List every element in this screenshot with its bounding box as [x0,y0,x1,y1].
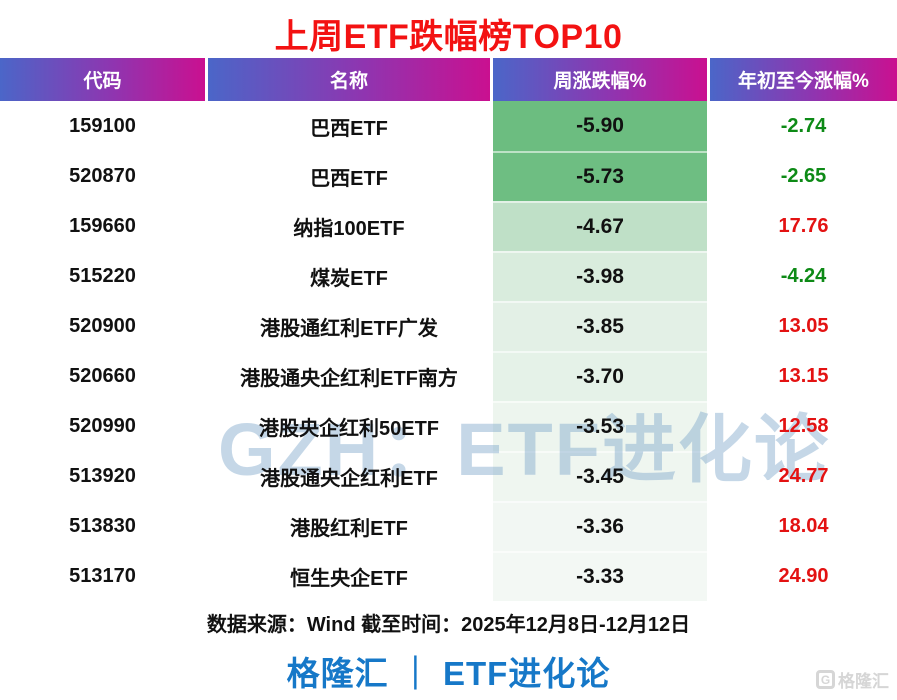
gelonghui-logo-text: 格隆汇 [838,672,889,691]
column-header-3: 年初至今涨幅% [710,58,897,101]
name-cell: 巴西ETF [310,117,388,140]
week-change-cell: -3.70 [493,351,707,401]
ytd-change-cell: 12.58 [778,414,829,437]
name-cell: 港股通央企红利ETF [260,467,438,490]
ytd-change-cell: 24.77 [778,464,829,487]
code-cell: 513920 [69,464,136,487]
data-source-note: 数据来源：Wind 截至时间：2025年12月8日-12月12日 [206,614,691,636]
code-cell: 513170 [69,564,136,587]
name-cell: 港股通央企红利ETF南方 [240,367,458,390]
gelonghui-g-icon: G [816,670,835,689]
table-row: 520870 巴西ETF -5.73 -2.65 [0,151,897,201]
table-row: 513170 恒生央企ETF -3.33 24.90 [0,551,897,601]
ytd-change-cell: 13.05 [778,314,829,337]
code-cell: 520870 [69,164,136,187]
column-header-0: 代码 [0,58,205,101]
table-body: 159100 巴西ETF -5.90 -2.74 520870 巴西ETF -5.73 -2.… [0,101,897,601]
table-row: 513920 港股通央企红利ETF -3.45 24.77 [0,451,897,501]
week-change-cell: -5.90 [493,101,707,151]
week-change-cell: -4.67 [493,201,707,251]
name-cell: 港股通红利ETF广发 [260,317,438,340]
table-row: 520900 港股通红利ETF广发 -3.85 13.05 [0,301,897,351]
week-change-cell: -3.33 [493,551,707,601]
ytd-change-cell: 18.04 [778,514,829,537]
week-change-cell: -3.85 [493,301,707,351]
name-cell: 煤炭ETF [310,267,388,290]
week-change-cell: -3.98 [493,251,707,301]
name-cell: 港股红利ETF [290,517,408,540]
name-cell: 纳指100ETF [293,217,405,240]
table-row: 159660 纳指100ETF -4.67 17.76 [0,201,897,251]
ytd-change-cell: -2.65 [780,164,827,187]
etf-table: 代码 名称 周涨跌幅% 年初至今涨幅% 159100 巴西ETF -5.90 -2.74 52… [0,58,897,601]
code-cell: 513830 [69,514,136,537]
code-cell: 159100 [69,114,136,137]
name-cell: 港股央企红利50ETF [258,417,440,440]
week-change-cell: -3.36 [493,501,707,551]
table-row: 520660 港股通央企红利ETF南方 -3.70 13.15 [0,351,897,401]
code-cell: 159660 [69,214,136,237]
page-title: 上周ETF跌幅榜TOP10 [274,18,623,56]
name-cell: 巴西ETF [310,167,388,190]
code-cell: 520900 [69,314,136,337]
week-change-cell: -5.73 [493,151,707,201]
ytd-change-cell: 24.90 [778,564,829,587]
week-change-cell: -3.53 [493,401,707,451]
code-cell: 520990 [69,414,136,437]
ytd-change-cell: -4.24 [780,264,827,287]
week-change-cell: -3.45 [493,451,707,501]
ytd-change-cell: 17.76 [778,214,829,237]
column-header-1: 名称 [208,58,490,101]
name-cell: 恒生央企ETF [290,567,408,590]
gelonghui-logo: G 格隆汇 [816,667,889,692]
table-row: 513830 港股红利ETF -3.36 18.04 [0,501,897,551]
brand-footer: 格隆汇 ｜ ETF进化论 [286,655,611,692]
table-header-row: 代码 名称 周涨跌幅% 年初至今涨幅% [0,58,897,101]
table-row: 159100 巴西ETF -5.90 -2.74 [0,101,897,151]
table-row: 515220 煤炭ETF -3.98 -4.24 [0,251,897,301]
table-row: 520990 港股央企红利50ETF -3.53 12.58 [0,401,897,451]
ytd-change-cell: 13.15 [778,364,829,387]
code-cell: 520660 [69,364,136,387]
code-cell: 515220 [69,264,136,287]
column-header-2: 周涨跌幅% [493,58,707,101]
ytd-change-cell: -2.74 [780,114,827,137]
